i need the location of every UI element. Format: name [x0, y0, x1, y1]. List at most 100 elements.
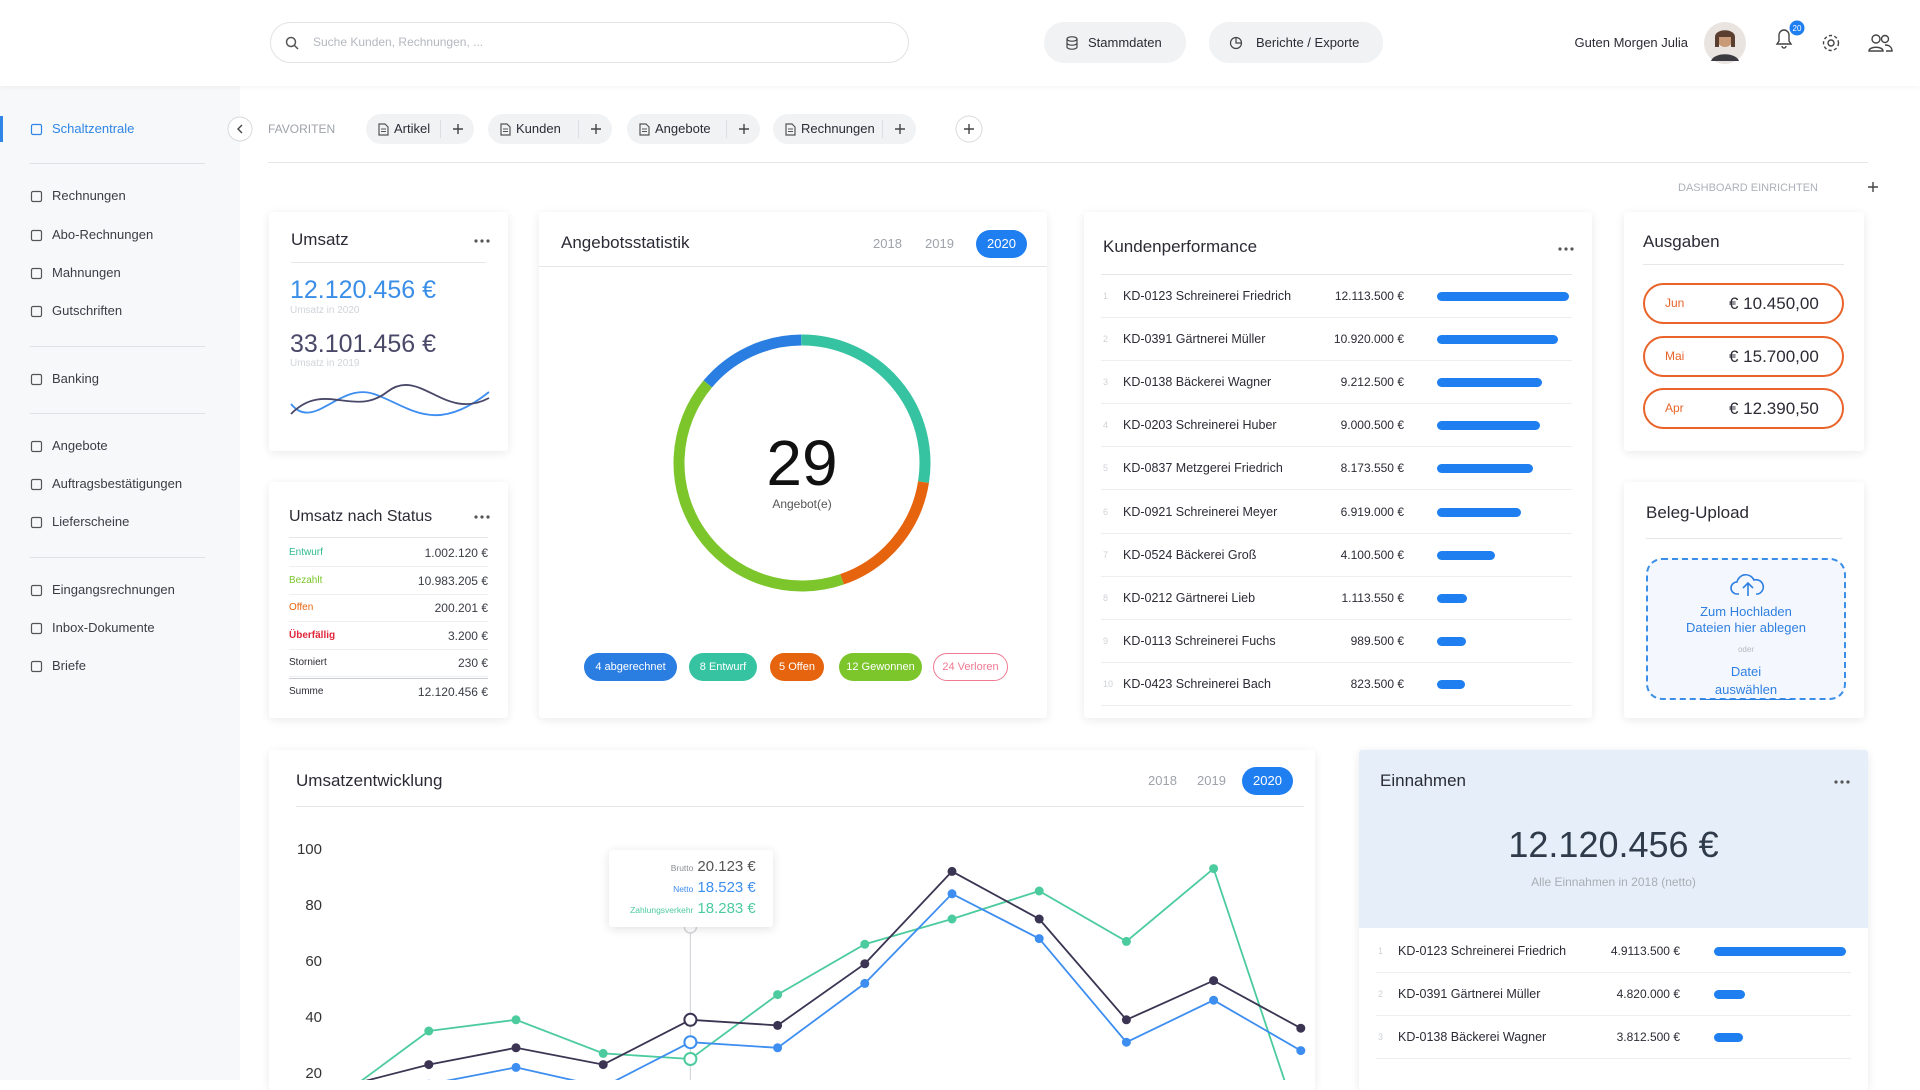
stammdaten-button[interactable]: Stammdaten — [1044, 22, 1186, 63]
dashboard-setup[interactable]: DASHBOARD EINRICHTEN — [1678, 181, 1818, 195]
drop-zone[interactable]: Zum Hochladen Dateien hier ablegen oder … — [1646, 558, 1846, 700]
amount-bar — [1437, 680, 1465, 689]
year-tab[interactable]: 2018 — [873, 230, 902, 258]
collapse-button[interactable] — [227, 116, 253, 142]
expense-amount: € 10.450,00 — [1729, 285, 1819, 322]
year-tab[interactable]: 2019 — [925, 230, 954, 258]
users-icon[interactable] — [1867, 33, 1893, 53]
amount-bar — [1437, 551, 1495, 560]
nav-item[interactable]: Rechnungen — [0, 177, 240, 215]
nav-item[interactable]: Briefe — [0, 647, 240, 685]
status-value: 230 € — [458, 650, 488, 676]
amount-bar — [1437, 421, 1540, 430]
nav-item[interactable]: Banking — [0, 360, 240, 398]
search-placeholder: Suche Kunden, Rechnungen, ... — [313, 23, 483, 62]
add-icon[interactable] — [590, 123, 602, 135]
customers-card: Kundenperformance 1 KD-0123 Schreinerei F… — [1084, 212, 1592, 718]
report-icon — [1229, 36, 1243, 50]
expense-pill[interactable]: Mai€ 15.700,00 — [1643, 336, 1844, 377]
nav-item[interactable]: Mahnungen — [0, 254, 240, 292]
year-tab-active[interactable]: 2020 — [1242, 767, 1293, 795]
customer: KD-0123 Schreinerei Friedrich — [1398, 930, 1566, 972]
nav-item[interactable]: Auftragsbestätigungen — [0, 465, 240, 503]
nav-divider — [30, 413, 205, 414]
search-icon — [285, 36, 299, 50]
nav-item[interactable]: Gutschriften — [0, 292, 240, 330]
add-icon[interactable] — [738, 123, 750, 135]
status-label: Entwurf — [289, 540, 323, 566]
nav-item[interactable]: Angebote — [0, 427, 240, 465]
nav-item[interactable]: Eingangsrechnungen — [0, 571, 240, 609]
favorite-chip[interactable]: Angebote — [627, 114, 760, 144]
divider — [268, 162, 1868, 163]
amount-bar — [1714, 1033, 1743, 1042]
favorite-chip[interactable]: Rechnungen — [773, 114, 916, 144]
rank: 1 — [1103, 275, 1108, 317]
expense-pill[interactable]: Jun€ 10.450,00 — [1643, 283, 1844, 324]
notification-bell[interactable]: 20 — [1773, 19, 1805, 53]
amount-bar — [1437, 378, 1542, 387]
icon-shape — [32, 230, 42, 240]
chip-count: 5 — [779, 661, 785, 673]
rank: 2 — [1378, 973, 1383, 1015]
nav-icon — [30, 305, 43, 318]
add-icon[interactable] — [894, 123, 906, 135]
nav-item[interactable]: Inbox-Dokumente — [0, 609, 240, 647]
add-favorite[interactable] — [955, 115, 983, 143]
nav-icon — [30, 516, 43, 529]
tooltip-name: Brutto — [671, 859, 694, 877]
card-title: Beleg-Upload — [1646, 503, 1749, 523]
status-chip[interactable]: 24 Verloren — [933, 653, 1008, 681]
menu-dots[interactable] — [1834, 780, 1850, 784]
rank: 5 — [1103, 447, 1108, 489]
card-title: Kundenperformance — [1103, 237, 1257, 257]
icon-shape — [591, 124, 601, 134]
search-box[interactable]: Suche Kunden, Rechnungen, ... — [270, 22, 909, 63]
chip-label: abgerechnet — [605, 661, 666, 673]
favorite-chip[interactable]: Artikel — [366, 114, 474, 144]
avatar[interactable] — [1703, 21, 1747, 65]
nav-item[interactable]: Lieferscheine — [0, 503, 240, 541]
status-chip[interactable]: 12 Gewonnen — [839, 653, 922, 681]
year-tab-active[interactable]: 2020 — [976, 230, 1027, 258]
status-label: Storniert — [289, 650, 327, 676]
amount: 3.812.500 € — [1617, 1016, 1680, 1058]
nav-label: Angebote — [52, 427, 108, 465]
nav-item[interactable]: Abo-Rechnungen — [0, 216, 240, 254]
amount-bar — [1714, 947, 1846, 956]
icon-shape — [32, 268, 42, 278]
chip-count: 12 — [846, 661, 858, 673]
chip-label: Verloren — [958, 661, 999, 673]
menu-dots[interactable] — [474, 515, 490, 519]
divider — [289, 537, 488, 538]
status-label: Offen — [289, 595, 313, 621]
card-title: Umsatz nach Status — [289, 507, 432, 527]
berichte-button[interactable]: Berichte / Exporte — [1209, 22, 1383, 63]
year-tab[interactable]: 2018 — [1148, 767, 1177, 795]
divider — [1646, 538, 1842, 539]
status-chip[interactable]: 4 abgerechnet — [584, 653, 677, 681]
customer: KD-0138 Bäckerei Wagner — [1123, 361, 1271, 403]
favorite-chip[interactable]: Kunden — [488, 114, 612, 144]
income-card: Einnahmen 12.120.456 € Alle Einnahmen in… — [1359, 750, 1868, 1090]
rank: 10 — [1103, 663, 1113, 705]
menu-dots[interactable] — [1558, 247, 1574, 251]
chip-label: Gewonnen — [862, 661, 915, 673]
choose-file[interactable]: Datei auswählen — [1700, 663, 1792, 700]
icon-shape — [32, 518, 42, 528]
expense-pill[interactable]: Apr€ 12.390,50 — [1643, 388, 1844, 429]
customer: KD-0123 Schreinerei Friedrich — [1123, 275, 1291, 317]
amount-bar — [1437, 637, 1466, 646]
status-chip[interactable]: 5 Offen — [770, 653, 824, 681]
settings-icon[interactable] — [1821, 33, 1841, 53]
add-icon[interactable] — [452, 123, 464, 135]
year-tab[interactable]: 2019 — [1197, 767, 1226, 795]
favorites-label: FAVORITEN — [268, 121, 335, 137]
amount: 9.000.500 € — [1341, 404, 1404, 446]
add-icon[interactable] — [1866, 180, 1880, 194]
status-chip[interactable]: 8 Entwurf — [689, 653, 757, 681]
